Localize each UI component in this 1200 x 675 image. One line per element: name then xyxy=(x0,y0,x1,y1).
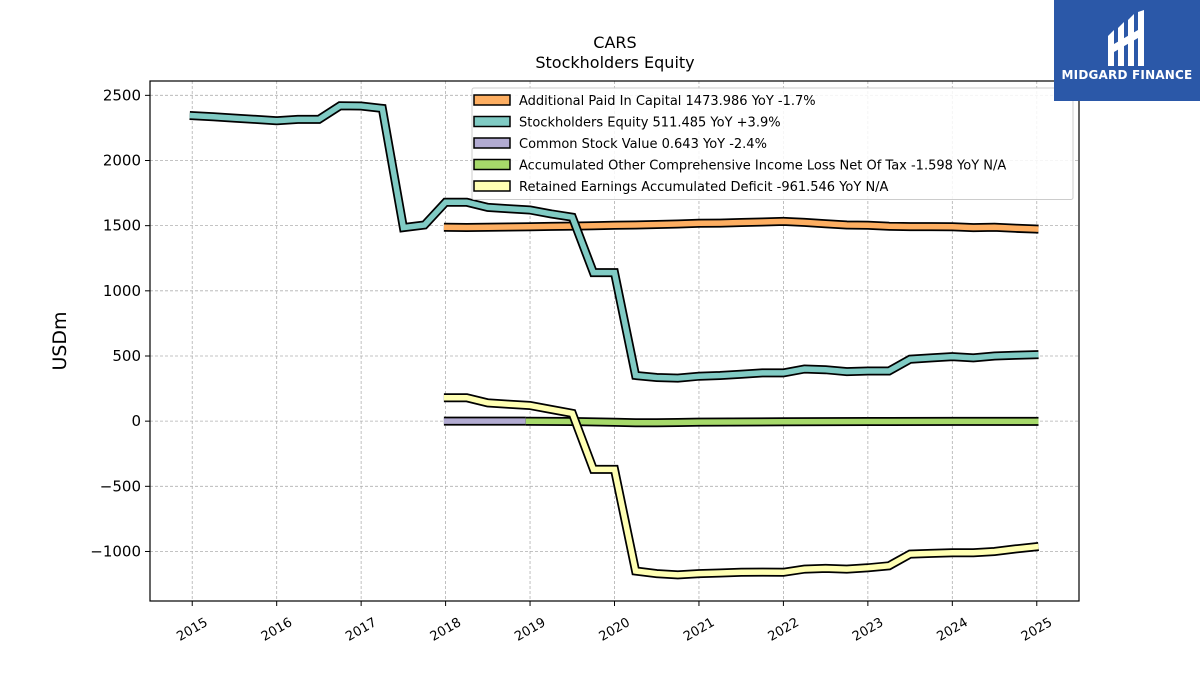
chart-subtitle: Stockholders Equity xyxy=(535,53,694,72)
legend-item: Additional Paid In Capital 1473.986 YoY … xyxy=(473,94,816,109)
legend-item: Retained Earnings Accumulated Deficit -9… xyxy=(473,180,889,195)
y-tick-label: 0 xyxy=(131,412,141,430)
series-line xyxy=(443,218,1039,232)
y-axis: −1000 −500 0 500 1000 1500 2000 2500 xyxy=(90,86,150,560)
legend-item: Common Stock Value 0.643 YoY -2.4% xyxy=(473,137,767,152)
series-1 xyxy=(189,101,1039,383)
legend-label: Common Stock Value 0.643 YoY -2.4% xyxy=(519,137,767,152)
midgard-logo-icon xyxy=(1108,10,1144,66)
legend-item: Accumulated Other Comprehensive Income L… xyxy=(473,158,1006,174)
series-0 xyxy=(443,216,1039,234)
y-tick-label: −1000 xyxy=(90,542,141,560)
brand-logo: MIDGARD FINANCE xyxy=(1054,0,1200,101)
y-tick-label: 1500 xyxy=(103,217,141,235)
x-tick-label: 2018 xyxy=(428,615,464,645)
y-tick-label: 2500 xyxy=(103,86,141,104)
brand-name: MIDGARD FINANCE xyxy=(1061,68,1193,82)
series-4 xyxy=(443,393,1039,580)
x-tick-label: 2023 xyxy=(850,615,886,645)
legend-swatch xyxy=(473,180,511,192)
y-tick-label: −500 xyxy=(100,477,141,495)
y-tick-label: 2000 xyxy=(103,151,141,169)
legend-label: Accumulated Other Comprehensive Income L… xyxy=(519,159,1006,174)
series-3 xyxy=(525,416,1039,428)
x-tick-label: 2017 xyxy=(343,615,379,645)
x-axis: 2015 2016 2017 2018 2019 2020 2021 2022 2023 2024… xyxy=(174,601,1055,645)
legend-item: Stockholders Equity 511.485 YoY +3.9% xyxy=(473,115,781,131)
y-tick-label: 500 xyxy=(112,347,141,365)
chart-title: CARS xyxy=(593,33,636,52)
x-tick-label: 2020 xyxy=(597,615,633,645)
x-tick-label: 2022 xyxy=(766,615,802,645)
series-line xyxy=(443,394,1039,578)
x-tick-label: 2025 xyxy=(1019,615,1055,645)
legend-label: Retained Earnings Accumulated Deficit -9… xyxy=(519,180,889,195)
legend-swatch xyxy=(473,115,511,128)
y-tick-label: 1000 xyxy=(103,282,141,300)
x-tick-label: 2016 xyxy=(259,615,295,645)
legend-label: Additional Paid In Capital 1473.986 YoY … xyxy=(519,94,816,109)
x-tick-label: 2021 xyxy=(681,615,717,645)
legend-swatch xyxy=(473,137,511,149)
legend-swatch xyxy=(473,158,511,171)
legend-box xyxy=(471,87,1074,200)
x-tick-label: 2024 xyxy=(934,615,970,645)
series-line xyxy=(189,103,1039,381)
x-tick-label: 2015 xyxy=(174,615,210,645)
legend-label: Stockholders Equity 511.485 YoY +3.9% xyxy=(519,116,781,131)
legend: Additional Paid In Capital 1473.986 YoY … xyxy=(471,87,1074,200)
legend-swatch xyxy=(473,94,511,106)
y-axis-label: USDm xyxy=(49,311,71,370)
x-tick-label: 2019 xyxy=(512,615,548,645)
series-line xyxy=(525,418,1039,426)
series-layer xyxy=(189,101,1039,580)
